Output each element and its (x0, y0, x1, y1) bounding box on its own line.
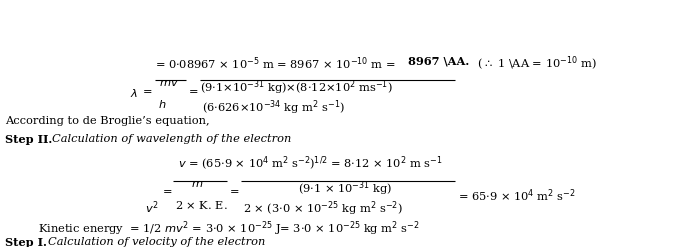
Text: $v^2$: $v^2$ (145, 199, 158, 216)
Text: = 0$\cdot$08967 $\times$ 10$^{-5}$ m = 8967 $\times$ 10$^{-10}$ m =: = 0$\cdot$08967 $\times$ 10$^{-5}$ m = 8… (155, 55, 397, 72)
Text: $v$ = (65$\cdot$9 $\times$ 10$^4$ m$^2$ s$^{-2}$)$^{1/2}$ = 8$\cdot$12 $\times$ : $v$ = (65$\cdot$9 $\times$ 10$^4$ m$^2$ … (178, 155, 442, 173)
Text: $\lambda$: $\lambda$ (130, 87, 138, 99)
Text: 8967 \AA.: 8967 \AA. (408, 55, 469, 66)
Text: (9$\cdot$1 $\times$ 10$^{-31}$ kg): (9$\cdot$1 $\times$ 10$^{-31}$ kg) (298, 179, 392, 198)
Text: Step II.: Step II. (5, 134, 52, 145)
Text: ($\therefore$ 1 \AA = 10$^{-10}$ m): ($\therefore$ 1 \AA = 10$^{-10}$ m) (445, 55, 596, 73)
Text: 2 $\times$ K. E.: 2 $\times$ K. E. (175, 199, 228, 211)
Text: =: = (230, 187, 239, 197)
Text: =: = (189, 87, 199, 97)
Text: Calculation of wavelength of the electron: Calculation of wavelength of the electro… (52, 134, 292, 144)
Text: Calculation of velocity of the electron: Calculation of velocity of the electron (48, 237, 266, 247)
Text: $m$: $m$ (191, 179, 203, 189)
Text: =: = (143, 87, 153, 97)
Text: $h$: $h$ (158, 98, 166, 110)
Text: = 65$\cdot$9 $\times$ 10$^4$ m$^2$ s$^{-2}$: = 65$\cdot$9 $\times$ 10$^4$ m$^2$ s$^{-… (458, 187, 576, 204)
Text: According to de Broglie’s equation,: According to de Broglie’s equation, (5, 116, 210, 126)
Text: Kinetic energy  = 1/2 $mv^2$ = 3$\cdot$0 $\times$ 10$^{-25}$ J= 3$\cdot$0 $\time: Kinetic energy = 1/2 $mv^2$ = 3$\cdot$0 … (38, 219, 420, 238)
Text: $mv$: $mv$ (159, 78, 179, 88)
Text: (9$\cdot$1$\times$10$^{-31}$ kg)$\times$(8$\cdot$12$\times$10$^2$ ms$^{-1}$): (9$\cdot$1$\times$10$^{-31}$ kg)$\times$… (200, 78, 393, 97)
Text: (6$\cdot$626$\times$10$^{-34}$ kg m$^2$ s$^{-1}$): (6$\cdot$626$\times$10$^{-34}$ kg m$^2$ … (202, 98, 345, 117)
Text: =: = (163, 187, 173, 197)
Text: 2 $\times$ (3$\cdot$0 $\times$ 10$^{-25}$ kg m$^2$ s$^{-2}$): 2 $\times$ (3$\cdot$0 $\times$ 10$^{-25}… (243, 199, 402, 218)
Text: Step I.: Step I. (5, 237, 47, 247)
